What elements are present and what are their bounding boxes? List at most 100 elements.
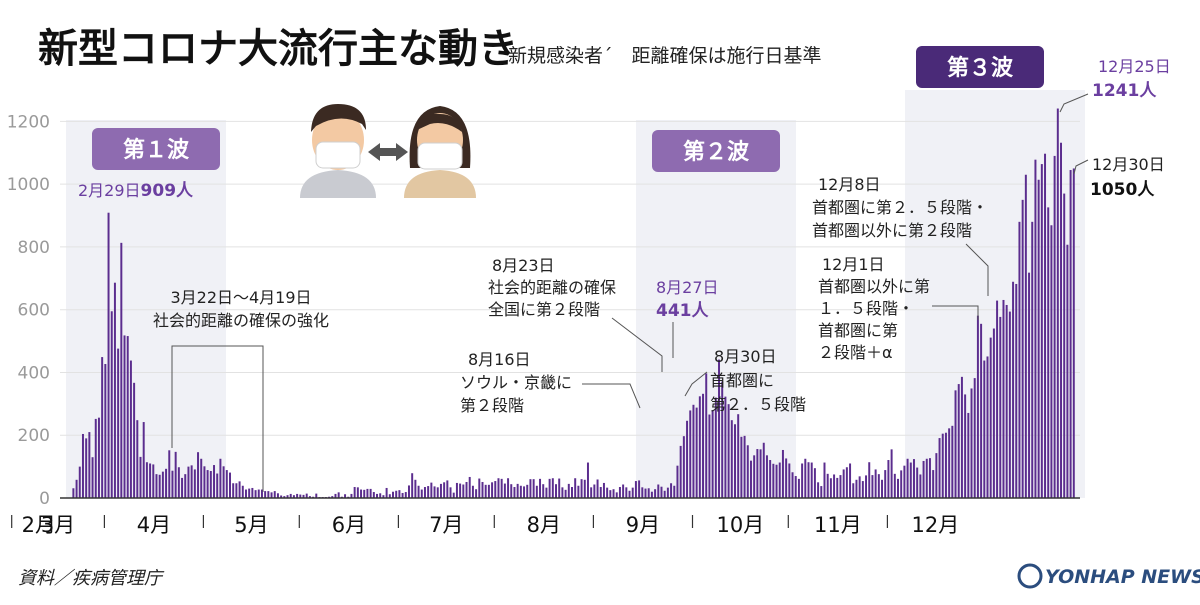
bar bbox=[184, 474, 187, 498]
bar bbox=[475, 489, 478, 498]
bar bbox=[523, 486, 526, 498]
bar bbox=[1050, 225, 1053, 498]
bar bbox=[232, 483, 235, 498]
bar bbox=[612, 489, 615, 498]
bar bbox=[455, 482, 458, 498]
bar bbox=[356, 487, 359, 498]
bar bbox=[596, 479, 599, 498]
bar bbox=[957, 384, 960, 498]
bar bbox=[174, 451, 177, 498]
bar bbox=[813, 468, 816, 498]
bar bbox=[973, 378, 976, 498]
bar bbox=[1056, 108, 1059, 499]
bar bbox=[1024, 174, 1027, 499]
bar bbox=[711, 410, 714, 498]
bar bbox=[72, 488, 75, 498]
dec25-value: 1241人 bbox=[1092, 81, 1157, 101]
y-tick-label: 600 bbox=[18, 301, 50, 321]
bar bbox=[423, 487, 426, 498]
dec8-leader bbox=[965, 243, 989, 296]
bar bbox=[781, 449, 784, 498]
bar bbox=[778, 462, 781, 498]
bar bbox=[762, 442, 765, 498]
bar bbox=[912, 459, 915, 498]
bar bbox=[1044, 153, 1047, 498]
bar bbox=[1047, 207, 1050, 498]
bar bbox=[494, 481, 497, 498]
dec25-date: 12月25日 bbox=[1098, 57, 1171, 76]
dec8-line1: 首都圏に第２．５段階・ bbox=[812, 198, 988, 217]
bar bbox=[657, 484, 660, 498]
bar bbox=[107, 212, 110, 498]
dec1-line2: １．５段階・ bbox=[818, 299, 914, 318]
bar bbox=[893, 473, 896, 498]
wave3-badge: 第３波 bbox=[916, 46, 1044, 88]
bar bbox=[1005, 304, 1008, 498]
bar bbox=[152, 464, 155, 498]
dec1-leader bbox=[932, 305, 979, 320]
bar bbox=[992, 328, 995, 498]
bar bbox=[126, 336, 129, 498]
bar bbox=[161, 471, 164, 498]
bar bbox=[698, 396, 701, 498]
bar bbox=[344, 494, 347, 498]
aug30-date: 8月30日 bbox=[714, 347, 777, 366]
y-axis-ticks: 0 200 400 600 800 1000 1200 bbox=[7, 112, 50, 509]
bar bbox=[446, 480, 449, 498]
aug27-date: 8月27日 bbox=[656, 278, 719, 297]
bar bbox=[833, 474, 836, 498]
bar bbox=[379, 493, 382, 498]
bar bbox=[484, 484, 487, 498]
bar bbox=[200, 458, 203, 498]
distancing-date: 3月22日～4月19日 bbox=[170, 288, 311, 307]
bar bbox=[932, 470, 935, 498]
bar bbox=[273, 491, 276, 498]
bar bbox=[567, 483, 570, 498]
bar bbox=[369, 488, 372, 498]
bar bbox=[928, 458, 931, 498]
bar bbox=[1028, 272, 1031, 498]
bar bbox=[1037, 179, 1040, 498]
bar bbox=[75, 479, 78, 498]
x-tick-label: 7月 bbox=[429, 513, 463, 537]
bar bbox=[775, 464, 778, 498]
bar bbox=[113, 282, 116, 498]
dec30-leader bbox=[1073, 159, 1089, 175]
bar bbox=[548, 478, 551, 498]
bar bbox=[967, 412, 970, 498]
bar bbox=[689, 410, 692, 498]
bar bbox=[459, 483, 462, 498]
x-tick-label: 2月 bbox=[22, 513, 56, 537]
bar bbox=[644, 488, 647, 498]
bar bbox=[810, 462, 813, 498]
bar bbox=[487, 484, 490, 498]
bar bbox=[478, 478, 481, 498]
bar bbox=[171, 470, 174, 498]
bar bbox=[136, 420, 139, 498]
x-tick-label: 6月 bbox=[332, 513, 366, 537]
bar bbox=[785, 458, 788, 498]
bar bbox=[302, 494, 305, 498]
bar bbox=[1072, 168, 1075, 498]
bar bbox=[385, 487, 388, 498]
bar bbox=[855, 479, 858, 498]
bar bbox=[874, 469, 877, 498]
bar bbox=[503, 483, 506, 498]
x-tick-label: 3月 bbox=[41, 513, 75, 537]
bar bbox=[654, 489, 657, 498]
bar bbox=[308, 496, 311, 498]
bar bbox=[145, 462, 148, 498]
bar bbox=[219, 458, 222, 498]
bar bbox=[746, 445, 749, 498]
bar bbox=[257, 489, 260, 498]
bar bbox=[740, 436, 743, 498]
bar bbox=[980, 323, 983, 498]
bar bbox=[430, 482, 433, 498]
bar bbox=[468, 476, 471, 498]
bar bbox=[705, 373, 708, 498]
bar bbox=[1002, 299, 1005, 498]
aug16-leader bbox=[582, 383, 641, 409]
bar bbox=[481, 481, 484, 498]
bar bbox=[788, 463, 791, 498]
